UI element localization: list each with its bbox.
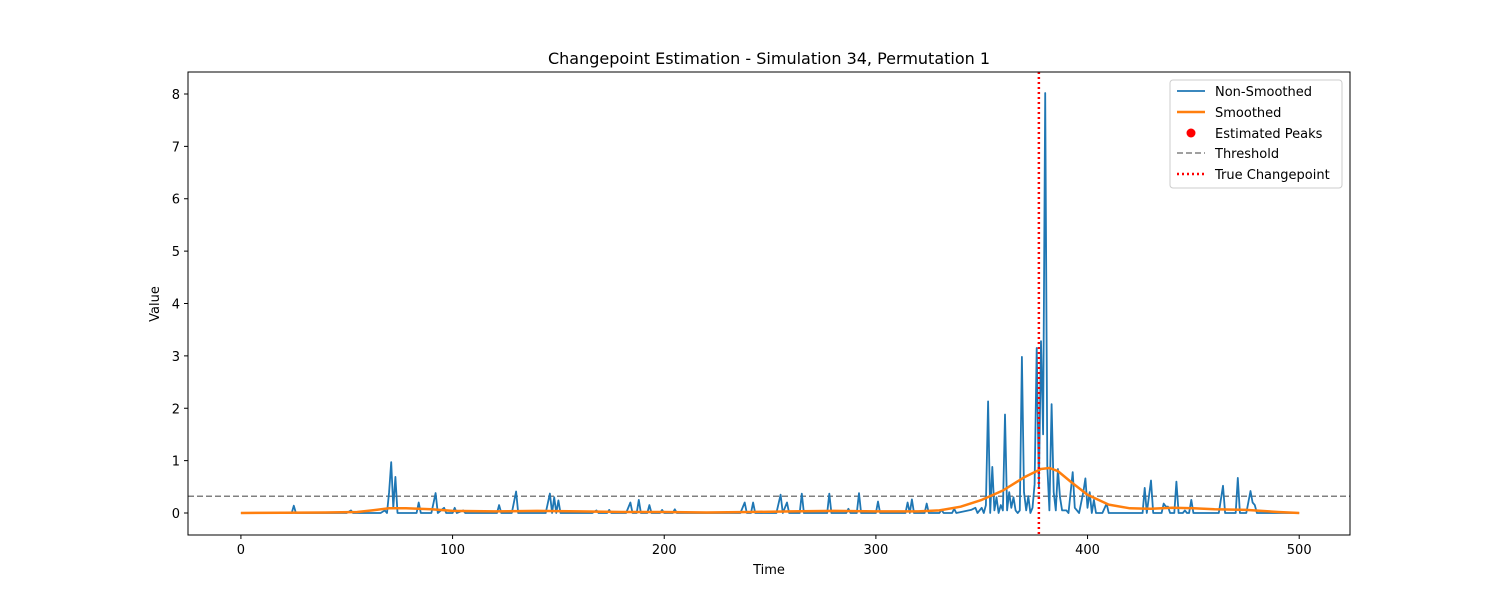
y-tick-label: 6 [172, 193, 180, 208]
x-axis-label: Time [752, 563, 785, 578]
y-tick-label: 8 [172, 88, 180, 103]
y-tick-label: 0 [172, 507, 180, 522]
x-tick-label: 0 [237, 543, 245, 558]
legend-swatch-estimated-peaks [1186, 128, 1196, 138]
legend-box [1169, 79, 1343, 189]
legend-label-smoothed: Smoothed [1215, 106, 1281, 121]
y-tick-label: 1 [172, 455, 180, 470]
y-tick-label: 3 [172, 350, 180, 365]
y-tick-label: 5 [172, 245, 180, 260]
legend-label-estimated-peaks: Estimated Peaks [1215, 127, 1323, 142]
series-line-smoothed [240, 466, 1300, 515]
legend: Non-Smoothed Smoothed Estimated Peaks Th… [1169, 79, 1343, 189]
y-tick-label: 2 [172, 402, 180, 417]
x-tick-label: 200 [652, 543, 677, 558]
y-tick-label: 4 [172, 298, 180, 313]
y-axis-label: Value [148, 286, 163, 322]
x-tick-label: 400 [1075, 543, 1100, 558]
x-tick-label: 100 [440, 543, 465, 558]
series-line-non-smoothed [240, 92, 1300, 514]
legend-label-true-changepoint: True Changepoint [1214, 168, 1330, 183]
legend-label-non-smoothed: Non-Smoothed [1215, 85, 1312, 100]
x-tick-label: 300 [863, 543, 888, 558]
chart-title: Changepoint Estimation - Simulation 34, … [548, 49, 990, 68]
legend-label-threshold: Threshold [1214, 147, 1279, 162]
x-tick-label: 500 [1287, 543, 1312, 558]
y-tick-label: 7 [172, 140, 180, 155]
